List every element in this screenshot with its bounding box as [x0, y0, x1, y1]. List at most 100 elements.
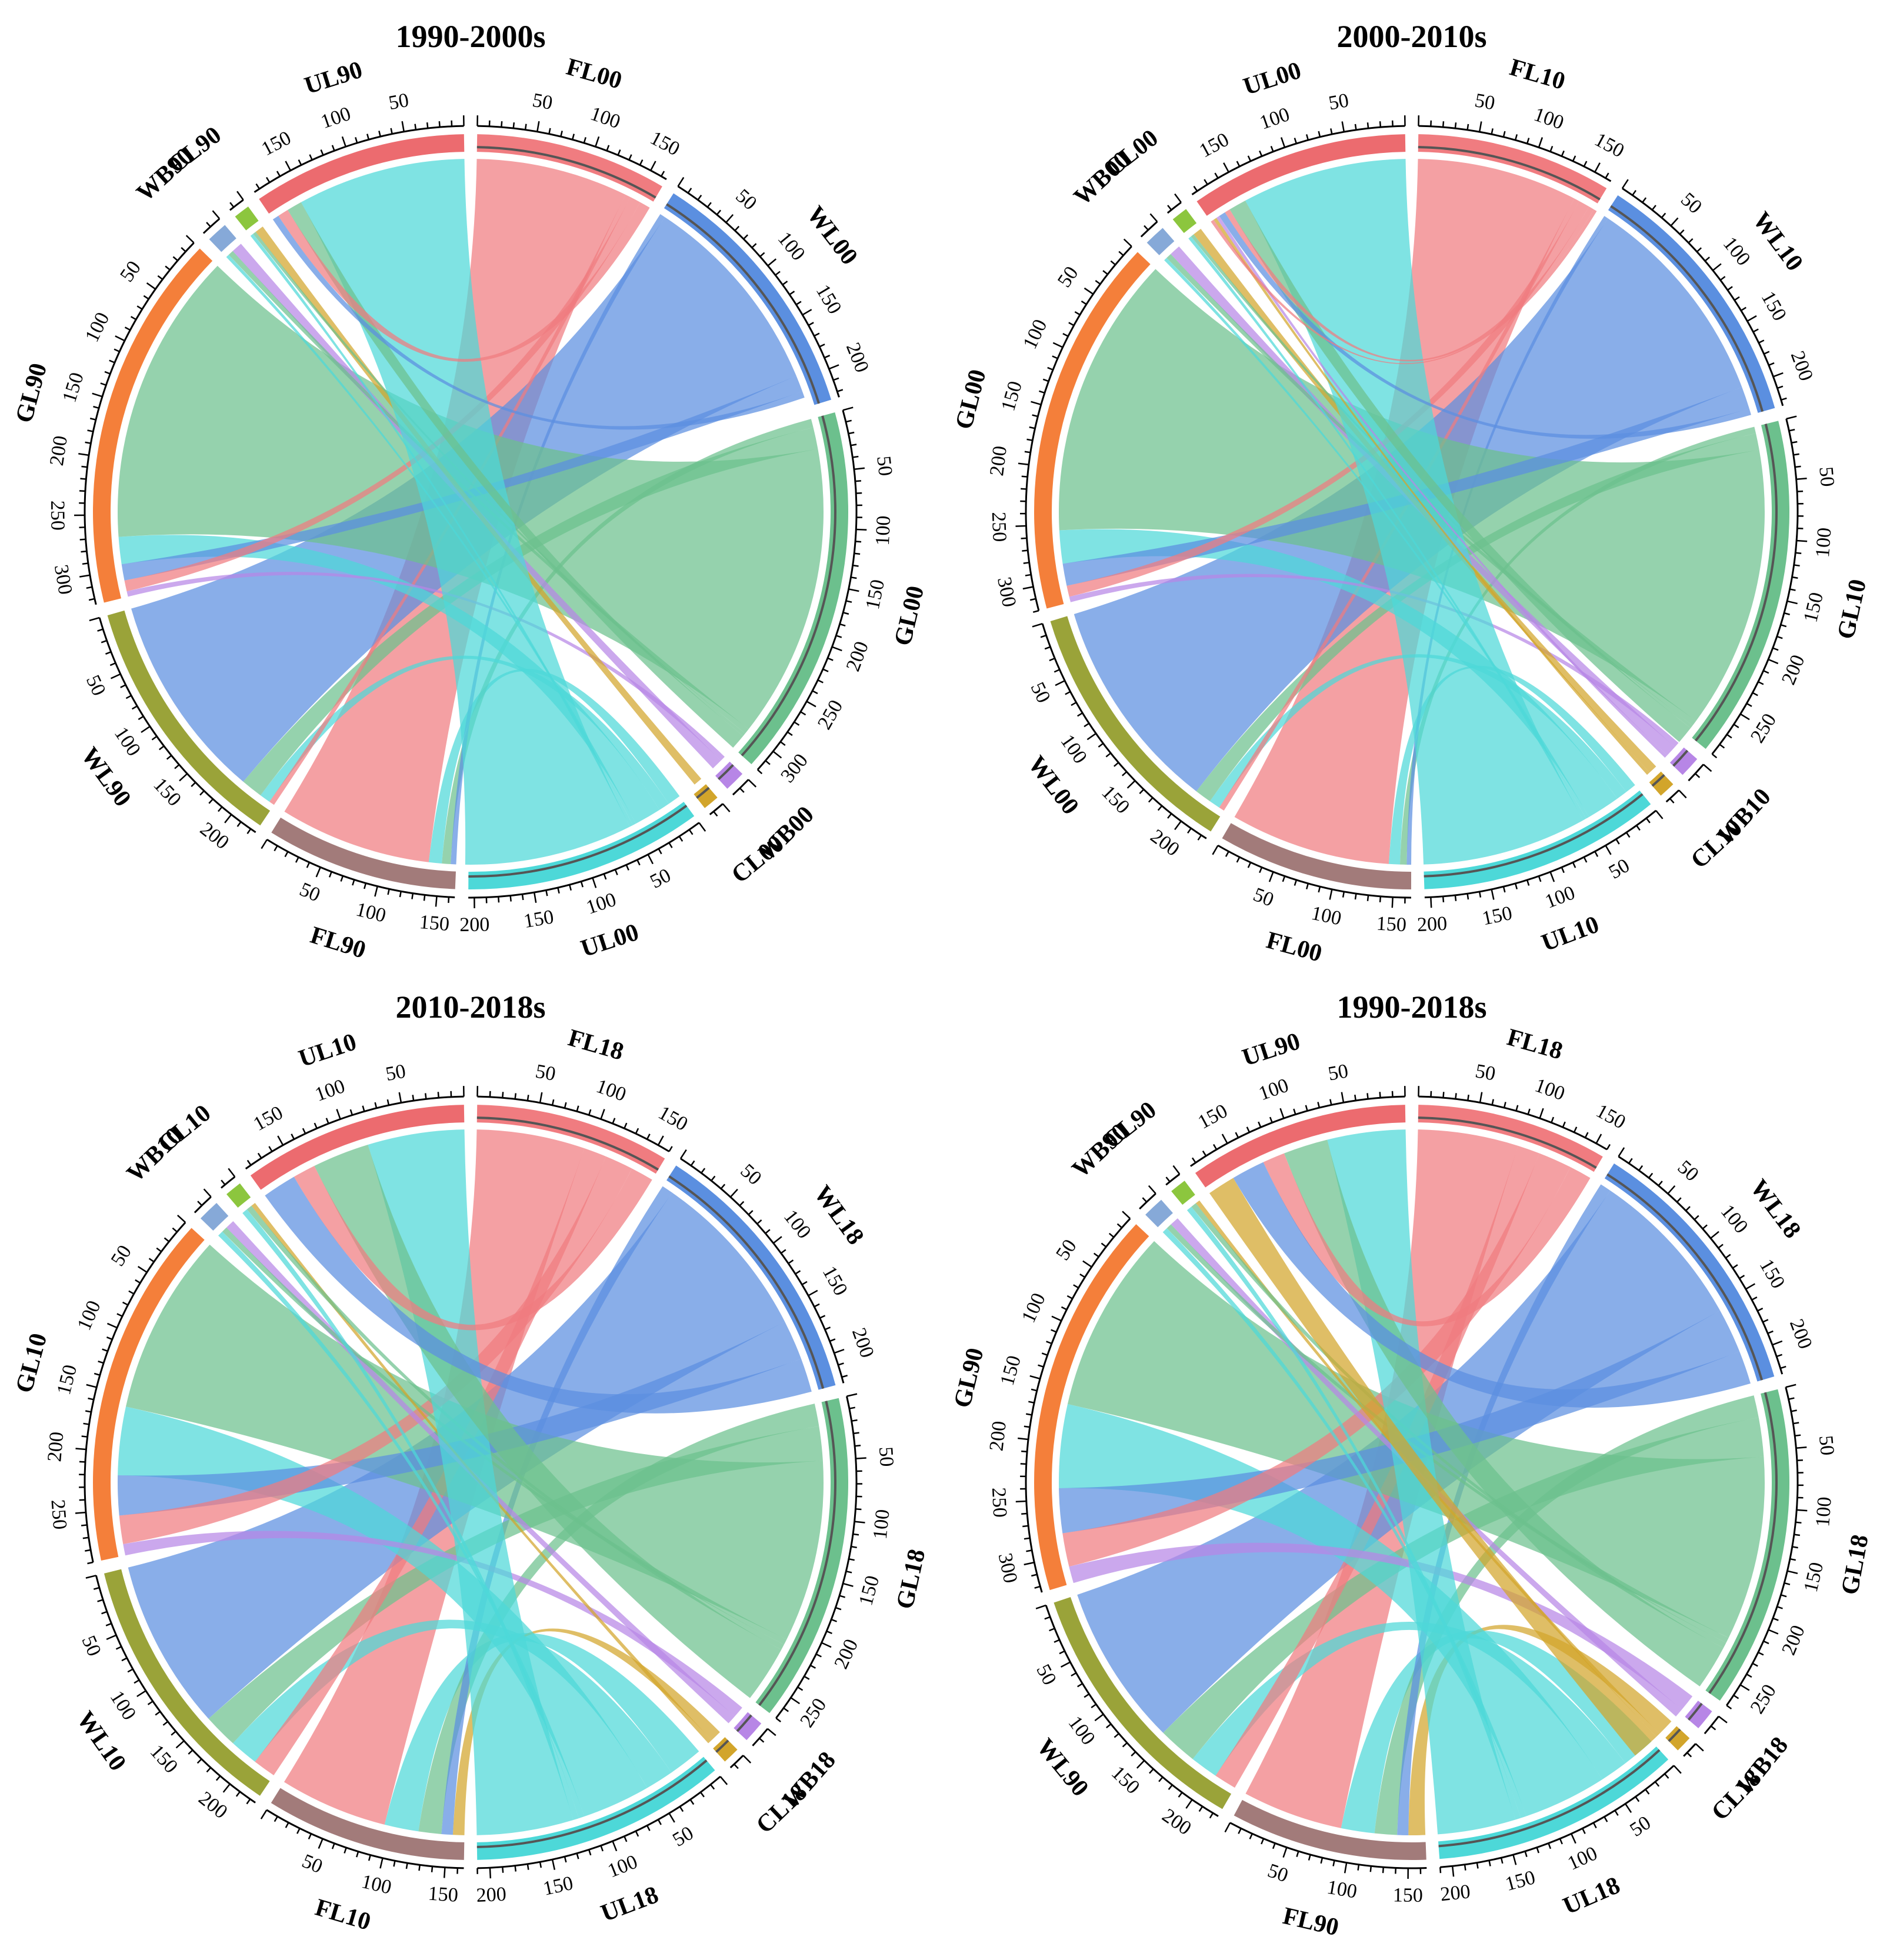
axis-tick	[1122, 1211, 1131, 1219]
sector-band-CL18	[713, 1737, 738, 1762]
sector-band-WB18	[734, 1712, 762, 1741]
axis-tick	[1047, 366, 1054, 371]
tick-label: 150	[855, 1574, 884, 1608]
axis-tick	[75, 1448, 86, 1451]
tick-label: 150	[522, 906, 555, 932]
axis-tick	[325, 1118, 329, 1124]
axis-tick	[689, 1799, 695, 1805]
axis-tick	[767, 258, 777, 266]
ribbon-UL90-FL00	[278, 202, 650, 362]
tick-label: 200	[842, 639, 874, 675]
sector-label-FL10: FL10	[1506, 54, 1568, 95]
axis-tick	[1676, 1197, 1682, 1203]
axis-tick	[398, 1092, 402, 1103]
axis-tick	[1661, 212, 1666, 218]
tick-label: 150	[58, 370, 88, 405]
axis-tick	[172, 256, 178, 261]
axis-tick	[1071, 1672, 1077, 1676]
axis-tick	[1202, 1150, 1207, 1156]
axis-tick	[1049, 657, 1055, 662]
axis-tick	[1763, 1640, 1769, 1645]
axis-tick	[1788, 1397, 1795, 1400]
tick-label: 150	[1376, 913, 1407, 936]
axis-tick	[612, 1118, 616, 1124]
axis-tick	[284, 851, 289, 858]
axis-tick	[759, 252, 765, 258]
axis-tick	[1635, 1796, 1640, 1802]
axis-tick	[298, 159, 302, 166]
tick-label: 200	[830, 1636, 862, 1672]
axis-tick	[110, 673, 121, 679]
axis-tick	[1259, 150, 1263, 157]
axis-tick	[734, 1764, 739, 1769]
tick-label: 50	[875, 1446, 898, 1467]
axis-tick	[846, 1393, 858, 1397]
sector-band-GL00	[1034, 252, 1151, 609]
axis-tick	[1039, 390, 1045, 394]
axis-tick	[1214, 172, 1219, 179]
axis-tick	[1172, 1165, 1181, 1175]
axis-tick	[124, 326, 131, 331]
axis-tick	[315, 866, 321, 878]
axis-tick	[1235, 1132, 1239, 1138]
axis-tick	[812, 690, 818, 695]
axis-tick	[742, 1755, 752, 1764]
axis-tick	[1024, 1561, 1035, 1566]
ribbon-CL00-CL10	[1194, 229, 1656, 773]
axis-tick	[1781, 397, 1787, 401]
axis-tick	[1102, 270, 1108, 275]
axis-tick	[106, 1322, 118, 1329]
axis-tick	[131, 705, 138, 710]
axis-tick	[87, 429, 94, 432]
axis-tick	[1703, 764, 1712, 772]
axis-tick	[748, 779, 757, 788]
axis-tick	[260, 1809, 268, 1819]
axis-tick	[1711, 753, 1718, 759]
tick-label: 50	[1052, 1235, 1081, 1264]
sector-axis-UL00	[468, 822, 700, 899]
sector-ring-WL10	[1610, 205, 1764, 412]
axis-tick	[405, 1862, 408, 1869]
ribbon-CL90-CL00	[255, 226, 702, 785]
sector-CL90: CL90	[163, 121, 259, 231]
axis-tick	[1745, 1283, 1756, 1290]
sector-label-GL10: GL10	[1832, 577, 1872, 642]
axis-tick	[739, 787, 745, 793]
axis-tick	[1024, 1425, 1030, 1428]
axis-tick	[795, 301, 802, 305]
sector-axis-WB90	[202, 218, 221, 234]
axis-tick	[852, 455, 859, 458]
tick-label: 100	[1812, 527, 1836, 559]
tick-label: 150	[541, 1872, 575, 1900]
axis-tick	[246, 828, 252, 834]
axis-tick	[524, 124, 527, 130]
axis-tick	[1329, 1099, 1332, 1105]
axis-tick	[833, 377, 839, 381]
axis-tick	[576, 1853, 579, 1859]
axis-tick	[352, 879, 355, 886]
axis-tick	[135, 1279, 141, 1284]
axis-tick	[1549, 871, 1555, 882]
tick-label: 150	[655, 1102, 692, 1135]
axis-tick	[199, 790, 205, 796]
axis-tick	[1758, 1651, 1764, 1656]
axis-tick	[1116, 1223, 1122, 1229]
tick-label: 50	[82, 672, 110, 699]
axis-tick	[1148, 1185, 1156, 1195]
axis-tick	[414, 124, 417, 130]
axis-tick	[156, 1247, 162, 1252]
axis-tick	[86, 1384, 97, 1388]
axis-tick	[806, 701, 816, 708]
axis-tick	[624, 1122, 628, 1129]
tick-label: 50	[669, 1822, 697, 1851]
axis-tick	[1514, 883, 1518, 889]
axis-tick	[1678, 789, 1687, 799]
tick-label: 100	[110, 723, 145, 760]
axis-tick	[772, 1236, 782, 1244]
sector-GL18: 50 100 150 200 250 GL18	[755, 1393, 931, 1731]
axis-tick	[1551, 1116, 1555, 1123]
axis-tick	[1795, 552, 1802, 555]
axis-tick	[1796, 1459, 1803, 1462]
axis-tick	[1592, 1822, 1597, 1829]
axis-tick	[819, 1315, 826, 1319]
